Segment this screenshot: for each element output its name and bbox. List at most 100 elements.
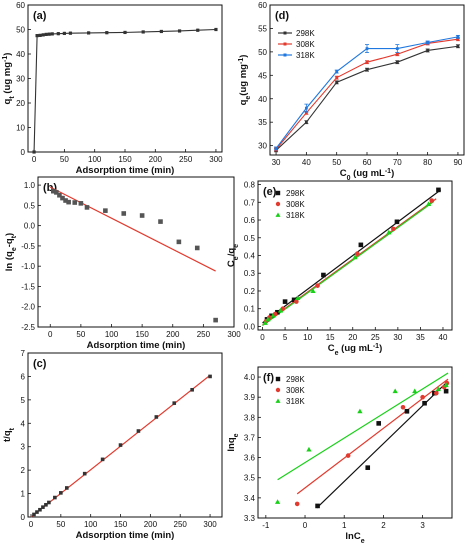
legend-label: 298K (296, 29, 315, 38)
data-point (304, 111, 308, 115)
y-tick-label: 6 (21, 372, 26, 381)
data-point (395, 60, 399, 64)
data-point (62, 31, 66, 36)
y-tick-label: 3 (21, 443, 26, 452)
legend-label: 318K (286, 211, 305, 220)
panel-label: (c) (33, 358, 47, 370)
y-tick-label: 3.7 (244, 433, 256, 442)
x-tick-label: 100 (105, 330, 119, 339)
x-tick-label: 30 (393, 333, 402, 342)
data-point (172, 401, 177, 405)
y-tick-label: 3.5 (244, 474, 256, 483)
legend-label: 308K (296, 40, 315, 49)
y-tick-label: -1.5 (21, 282, 35, 291)
data-point (154, 415, 159, 419)
data-point (429, 198, 434, 203)
y-tick-label: 50 (16, 26, 25, 35)
data-point (60, 195, 65, 201)
legend-label: 298K (286, 375, 305, 384)
data-point (422, 400, 427, 406)
data-point (426, 41, 430, 44)
data-point (391, 226, 396, 232)
data-point (365, 60, 369, 64)
y-axis-label: t/qt (2, 427, 16, 442)
data-point (213, 317, 218, 323)
data-point (41, 505, 45, 509)
y-tick-label: 0.3 (244, 269, 256, 278)
data-point (392, 388, 398, 394)
y-tick-label: 3.6 (244, 454, 256, 463)
x-tick-label: 300 (227, 330, 241, 339)
data-point (295, 295, 301, 301)
legend-marker (283, 53, 287, 57)
data-point (123, 30, 127, 35)
x-tick-label: 1 (342, 521, 347, 530)
data-point (66, 199, 71, 205)
panel-f: -1 0 1 2 3 3.3 3.4 3.5 3.6 3.7 3.8 3.9 4.0 (f) lnCe lnq… (226, 366, 453, 545)
y-tick-label: 4.0 (244, 373, 256, 382)
data-point (176, 239, 182, 245)
plot-frame (257, 366, 453, 519)
data-point (100, 457, 105, 462)
y-tick-label: 3.9 (244, 393, 256, 402)
data-point (177, 29, 182, 33)
y-tick-label: -0.5 (21, 242, 35, 251)
y-tick-label: 45 (258, 71, 267, 80)
data-point (282, 299, 288, 304)
legend-label: 318K (286, 397, 305, 406)
y-tick-label: 0 (21, 513, 26, 522)
series-line (33, 28, 216, 153)
x-tick-label: 50 (60, 155, 69, 164)
y-tick-label: 30 (258, 142, 267, 151)
legend-marker (275, 190, 281, 196)
panel-e: 0 5 10 15 20 25 30 35 40 0.0 0.1 0.2 0.3 0.4 0.5 0.6 0.7… (226, 180, 453, 357)
data-point (54, 190, 59, 195)
x-axis-label: Adsorption time (min) (76, 165, 175, 176)
data-point (208, 374, 212, 379)
legend-marker (283, 42, 287, 46)
data-point (51, 188, 56, 194)
legend-label: 298K (286, 189, 305, 198)
x-tick-label: 5 (283, 333, 288, 342)
y-tick-label: 0.5 (24, 201, 36, 210)
data-point (335, 80, 339, 84)
x-axis-label: C0 (ug mL-1) (340, 168, 395, 182)
y-tick-label: -2.5 (21, 323, 35, 332)
x-tick-label: 50 (332, 158, 341, 167)
data-point (277, 307, 284, 313)
data-point (426, 49, 430, 52)
x-tick-label: 35 (416, 333, 425, 342)
data-point (50, 32, 54, 36)
data-point (38, 33, 42, 37)
x-tick-label: 25 (371, 333, 380, 342)
y-axis-label: qt (ug mg-1) (2, 53, 16, 105)
y-tick-label: 10 (16, 124, 25, 133)
data-point (56, 32, 60, 36)
x-tick-label: 300 (203, 520, 217, 529)
data-point (118, 443, 123, 447)
data-point (345, 453, 351, 458)
x-tick-label: 3 (420, 521, 425, 530)
data-point (265, 316, 271, 322)
x-tick-label: 250 (197, 330, 211, 339)
plot-frame (27, 352, 223, 518)
data-point (41, 33, 45, 37)
data-point (315, 283, 320, 288)
data-point (214, 27, 218, 32)
data-point (395, 52, 399, 56)
data-point (376, 421, 382, 426)
data-point (400, 404, 406, 410)
legend-marker (275, 212, 281, 217)
x-tick-label: 0 (303, 521, 308, 530)
data-point (141, 30, 145, 34)
x-tick-label: 100 (88, 155, 102, 164)
data-point (456, 35, 460, 39)
y-tick-label: 0.2 (244, 287, 256, 296)
data-point (443, 388, 449, 394)
data-point (59, 491, 63, 495)
data-point (84, 205, 90, 210)
y-tick-label: 4 (21, 419, 26, 428)
x-tick-label: 200 (149, 155, 163, 164)
data-point (32, 512, 36, 517)
y-tick-label: 55 (258, 24, 267, 33)
